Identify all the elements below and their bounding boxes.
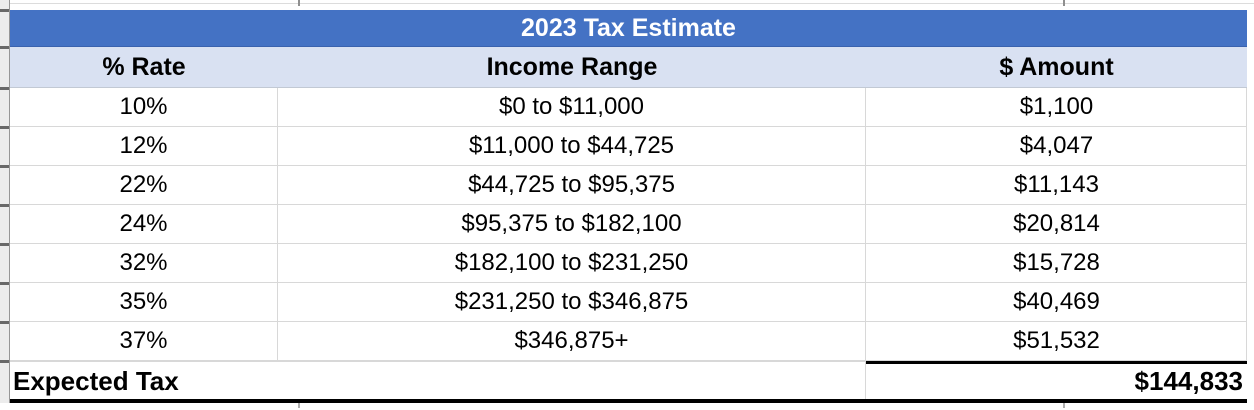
cell-amount[interactable]: $20,814 [1013, 210, 1100, 237]
table-header-row: % Rate Income Range $ Amount [10, 47, 1247, 88]
cell-income-range[interactable]: $346,875+ [278, 322, 866, 360]
row-gridline-tick [0, 282, 9, 285]
cell-rate[interactable]: 12% [10, 127, 278, 165]
table-row: 35% $231,250 to $346,875 $40,469 [10, 283, 1247, 322]
row-gridline-tick [0, 321, 9, 324]
cell-rate[interactable]: 10% [10, 88, 278, 126]
row-header-rail [0, 0, 10, 403]
row-gridline-tick [0, 360, 9, 363]
cell-rate[interactable]: 32% [10, 244, 278, 282]
table-row: 10% $0 to $11,000 $1,100 [10, 88, 1247, 127]
row-gridline-tick [0, 9, 9, 12]
footer-total-amount-cell[interactable]: $144,833 [866, 361, 1247, 399]
cell-income-range[interactable]: $95,375 to $182,100 [278, 205, 866, 243]
tax-estimate-table: 2023 Tax Estimate % Rate Income Range $ … [10, 10, 1247, 403]
cell-income-range[interactable]: $11,000 to $44,725 [278, 127, 866, 165]
column-gridline-tick [1063, 0, 1065, 6]
table-title-cell[interactable]: 2023 Tax Estimate [10, 10, 1247, 47]
sheet-gridline-top [10, 3, 1254, 4]
cell-amount[interactable]: $11,143 [1014, 171, 1099, 198]
table-row: 12% $11,000 to $44,725 $4,047 [10, 127, 1247, 166]
cell-income-range[interactable]: $0 to $11,000 [278, 88, 866, 126]
footer-expected-tax-cell[interactable]: Expected Tax [10, 361, 866, 399]
row-gridline-tick [0, 165, 9, 168]
cell-income-range[interactable]: $182,100 to $231,250 [278, 244, 866, 282]
cell-rate[interactable]: 37% [10, 322, 278, 360]
cell-amount[interactable]: $51,532 [1013, 327, 1100, 354]
table-row: 32% $182,100 to $231,250 $15,728 [10, 244, 1247, 283]
cell-amount[interactable]: $40,469 [1013, 288, 1100, 315]
column-gridline-tick [298, 0, 300, 6]
cell-amount[interactable]: $15,728 [1013, 249, 1100, 276]
cell-rate[interactable]: 22% [10, 166, 278, 204]
table-row: 24% $95,375 to $182,100 $20,814 [10, 205, 1247, 244]
cell-rate[interactable]: 24% [10, 205, 278, 243]
row-gridline-tick [0, 204, 9, 207]
column-header-rate[interactable]: % Rate [102, 52, 186, 81]
table-row: 37% $346,875+ $51,532 [10, 322, 1247, 361]
cell-amount[interactable]: $4,047 [1019, 132, 1094, 159]
table-row: 22% $44,725 to $95,375 $11,143 [10, 166, 1247, 205]
row-gridline-tick [0, 46, 9, 49]
row-gridline-tick [0, 126, 9, 129]
row-gridline-tick [0, 243, 9, 246]
column-header-amount[interactable]: $ Amount [999, 52, 1114, 81]
cell-amount[interactable]: $1,100 [1019, 93, 1094, 120]
column-header-income-range[interactable]: Income Range [486, 52, 658, 81]
cell-income-range[interactable]: $44,725 to $95,375 [278, 166, 866, 204]
row-gridline-tick [0, 87, 9, 90]
cell-rate[interactable]: 35% [10, 283, 278, 321]
column-gridline-tick [298, 402, 300, 408]
table-footer-row: Expected Tax $144,833 [10, 361, 1247, 403]
table-title: 2023 Tax Estimate [521, 13, 736, 42]
column-gridline-tick [1063, 402, 1065, 408]
cell-income-range[interactable]: $231,250 to $346,875 [278, 283, 866, 321]
